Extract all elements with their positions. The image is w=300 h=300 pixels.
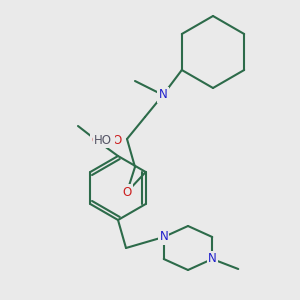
Text: HO: HO bbox=[94, 134, 112, 146]
Text: O: O bbox=[112, 134, 122, 148]
Text: HO: HO bbox=[96, 134, 114, 144]
Text: N: N bbox=[159, 88, 167, 101]
Text: N: N bbox=[208, 253, 217, 266]
Text: N: N bbox=[159, 230, 168, 244]
Text: O: O bbox=[92, 134, 100, 146]
Text: H: H bbox=[103, 132, 111, 142]
Text: O: O bbox=[122, 185, 132, 199]
